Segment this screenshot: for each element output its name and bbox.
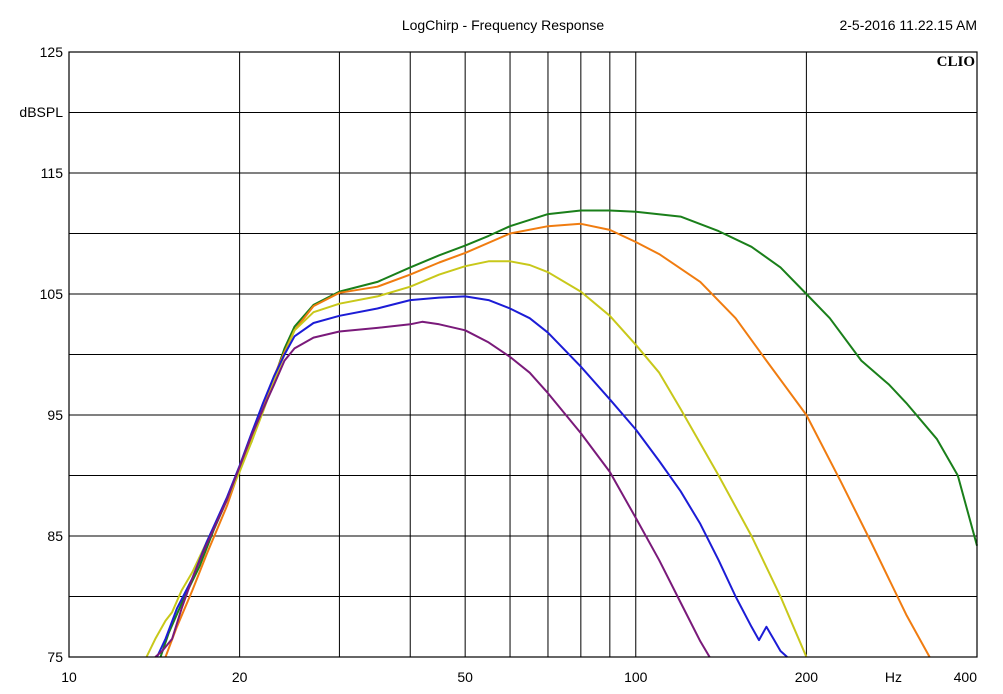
x-tick-label: 10 (61, 669, 77, 685)
x-tick-labels: 10 20 50 100 200 400 (61, 669, 977, 685)
series-line-1 (159, 209, 978, 658)
series-lines (145, 209, 978, 658)
y-tick-label: 85 (47, 528, 63, 544)
x-tick-label: 200 (795, 669, 819, 685)
chart-timestamp: 2-5-2016 11.22.15 AM (839, 17, 977, 33)
x-tick-label: 400 (954, 669, 978, 685)
y-tick-label: 115 (41, 165, 64, 181)
clio-logo: CLIO (937, 54, 975, 70)
series-line-5 (154, 320, 711, 658)
series-line-4 (156, 295, 788, 658)
series-line-3 (145, 260, 808, 658)
y-tick-label: 125 (40, 44, 64, 60)
x-axis-unit: Hz (885, 669, 902, 685)
grid-lines (69, 52, 977, 657)
y-tick-label: 95 (47, 407, 63, 423)
plot-frame (68, 51, 978, 658)
x-tick-label: 20 (232, 669, 248, 685)
y-tick-label: 105 (40, 286, 64, 302)
y-tick-label: 75 (47, 649, 63, 665)
x-tick-label: 100 (624, 669, 648, 685)
chart-title: LogChirp - Frequency Response (402, 17, 605, 33)
x-tick-label: 50 (457, 669, 473, 685)
y-tick-labels: 125 115 105 95 85 75 (40, 44, 64, 665)
y-axis-label: dBSPL (19, 104, 63, 120)
